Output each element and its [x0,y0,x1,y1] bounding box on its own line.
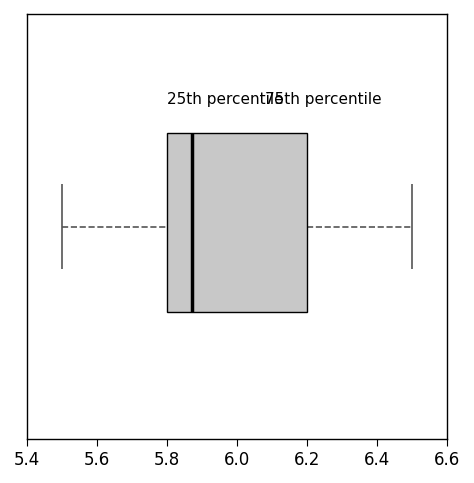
Text: 75th percentile: 75th percentile [265,92,382,108]
Bar [167,133,307,312]
Text: 25th percentile: 25th percentile [167,92,283,108]
